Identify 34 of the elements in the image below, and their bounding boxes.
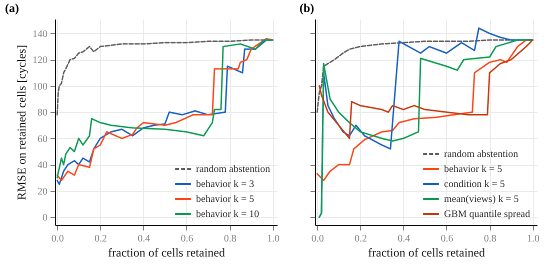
x-tick-label: 0.4 [138,234,150,244]
y-tick-label: 140 [32,28,48,40]
x-tick-label: 0.2 [94,234,108,244]
y-tick-label: 120 [32,55,48,66]
legend-label: behavior k = 5 [444,164,502,175]
x-tick-label: 0.2 [354,234,368,244]
x-tick-label: 1.0 [266,234,280,244]
legend-label: behavior k = 10 [196,209,260,220]
legend-label: condition k = 5 [444,179,505,190]
y-tick-label: 80 [38,108,48,119]
chart-title: (b) [300,1,314,15]
y-tick-label: 60 [38,134,48,145]
x-tick-label: 0.8 [224,234,236,244]
x-tick-label: 0.0 [51,234,64,244]
legend-label: mean(views) k = 5 [444,194,519,205]
y-tick-label: 100 [32,81,48,92]
x-tick-label: 1.0 [526,234,540,244]
y-axis-title: RMSE on retained cells [cycles] [14,44,28,200]
x-axis-title: fraction of cells retained [368,246,485,260]
x-tick-label: 0.6 [180,234,194,244]
x-axis-title: fraction of cells retained [108,246,225,260]
x-tick-label: 0.6 [440,234,454,244]
y-tick-label: 0 [42,212,48,224]
x-tick-label: 0.0 [311,234,324,244]
x-tick-label: 0.8 [484,234,496,244]
legend-label: behavior k = 5 [196,194,254,205]
y-tick-label: 40 [38,160,48,172]
legend-label: random abstention [196,164,270,175]
legend-label: random abstention [444,149,518,160]
x-tick-label: 0.4 [398,234,410,244]
legend-label: behavior k = 3 [196,179,254,190]
chart-title: (a) [5,1,19,15]
legend-label: GBM quantile spread [444,209,530,220]
y-tick-label: 20 [38,186,48,198]
